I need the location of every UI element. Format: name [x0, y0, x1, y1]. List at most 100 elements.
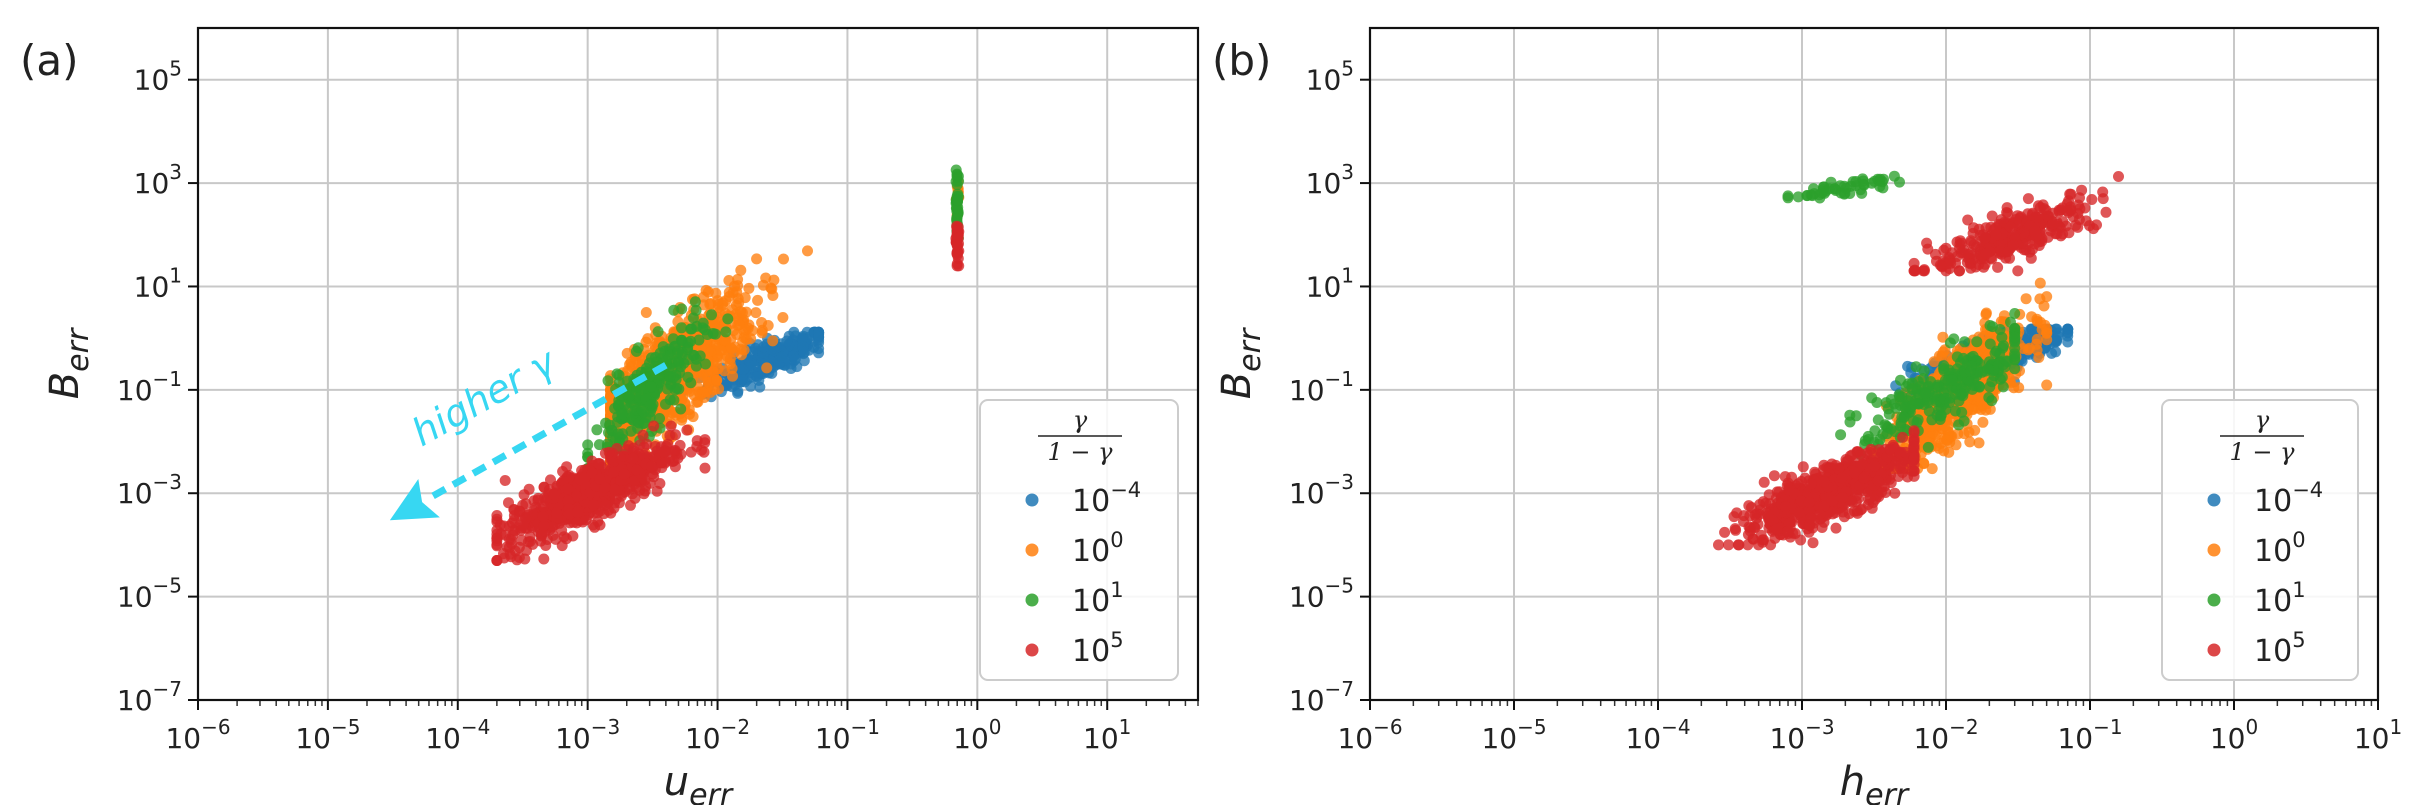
data-point [2013, 382, 2025, 394]
data-point [698, 291, 709, 303]
data-point [538, 520, 550, 532]
y-tick-label: 103 [134, 160, 182, 200]
data-point [1803, 496, 1815, 508]
data-point [572, 507, 584, 518]
data-point [1953, 265, 1965, 277]
data-point [740, 324, 752, 336]
data-point [712, 295, 724, 307]
data-point [1957, 352, 1969, 364]
data-point [1829, 183, 1841, 195]
data-point [2034, 293, 2046, 305]
data-point [518, 489, 530, 501]
y-tick-label: 10−1 [1289, 367, 1354, 407]
data-point [1958, 415, 1970, 427]
data-point [700, 358, 711, 370]
data-point [1911, 398, 1923, 410]
x-tick-label: 10−5 [295, 715, 360, 755]
data-point [813, 329, 825, 341]
y-tick-label: 101 [1306, 263, 1354, 303]
data-point [665, 420, 677, 432]
data-point [600, 499, 611, 511]
data-point [660, 398, 671, 410]
x-tick-label: 10−4 [425, 715, 490, 755]
data-point [743, 282, 755, 294]
data-point [602, 375, 614, 387]
data-point [571, 517, 583, 529]
data-point [682, 337, 694, 349]
data-point [813, 347, 825, 359]
data-point [1866, 502, 1878, 514]
data-point [951, 220, 963, 232]
legend-title-denominator: 1 − γ [1048, 438, 1114, 466]
data-point [681, 424, 693, 436]
data-point [1836, 472, 1848, 484]
data-point [738, 344, 750, 356]
data-point [767, 335, 779, 347]
data-point [1880, 397, 1892, 409]
x-tick-label: 100 [953, 715, 1001, 755]
data-point [776, 351, 788, 363]
data-point [2020, 293, 2032, 305]
data-point [1935, 410, 1947, 422]
series-10e1 [582, 164, 965, 475]
data-point [1818, 459, 1830, 471]
data-point [699, 437, 711, 449]
data-point [1984, 381, 1996, 393]
data-point [628, 475, 640, 487]
data-point [2050, 346, 2062, 358]
y-tick-label: 10−1 [117, 367, 182, 407]
data-point [2047, 218, 2059, 230]
data-point [720, 326, 732, 338]
legend-title-denominator: 1 − γ [2230, 438, 2296, 466]
data-point [781, 335, 793, 347]
y-axis-label: Berr [1214, 327, 1268, 399]
data-point [952, 194, 963, 206]
data-point [622, 375, 633, 387]
data-point [788, 326, 800, 338]
data-point [673, 357, 685, 369]
data-point [951, 239, 963, 251]
data-point [1855, 504, 1867, 516]
data-point [2024, 342, 2035, 354]
data-point [2031, 333, 2043, 345]
data-point [2022, 193, 2034, 205]
data-point [1881, 428, 1893, 440]
data-point [1943, 364, 1955, 376]
data-point [1899, 401, 1911, 413]
data-point [2004, 221, 2016, 233]
legend-marker [1025, 493, 1039, 507]
data-point [1979, 232, 1991, 244]
data-point [688, 389, 700, 401]
data-point [1839, 187, 1851, 199]
legend-title-numerator: γ [2255, 406, 2270, 434]
data-point [1782, 525, 1794, 537]
data-point [582, 439, 594, 451]
data-point [951, 179, 963, 191]
data-point [2001, 202, 2013, 214]
data-point [664, 371, 676, 382]
data-point [642, 333, 654, 345]
data-point [594, 473, 606, 485]
data-point [1922, 243, 1934, 255]
data-point [634, 439, 646, 451]
data-point [693, 334, 705, 346]
data-point [668, 304, 680, 316]
data-point [667, 333, 679, 345]
legend-marker [2207, 493, 2221, 507]
data-point [706, 309, 717, 321]
panel-a: 10−6 10−5 10−4 10−3 10−2 10−1 100 10110−710−510… [20, 26, 1200, 805]
x-tick-label: 10−2 [1913, 715, 1978, 755]
data-point [1986, 395, 1998, 407]
y-tick-label: 105 [134, 57, 182, 97]
data-point [696, 372, 708, 383]
data-point [659, 457, 671, 469]
data-point [637, 429, 649, 441]
data-point [1946, 374, 1958, 386]
data-point [2009, 331, 2021, 343]
x-tick-label: 10−6 [165, 715, 230, 755]
data-point [664, 430, 676, 441]
data-point [593, 458, 605, 470]
